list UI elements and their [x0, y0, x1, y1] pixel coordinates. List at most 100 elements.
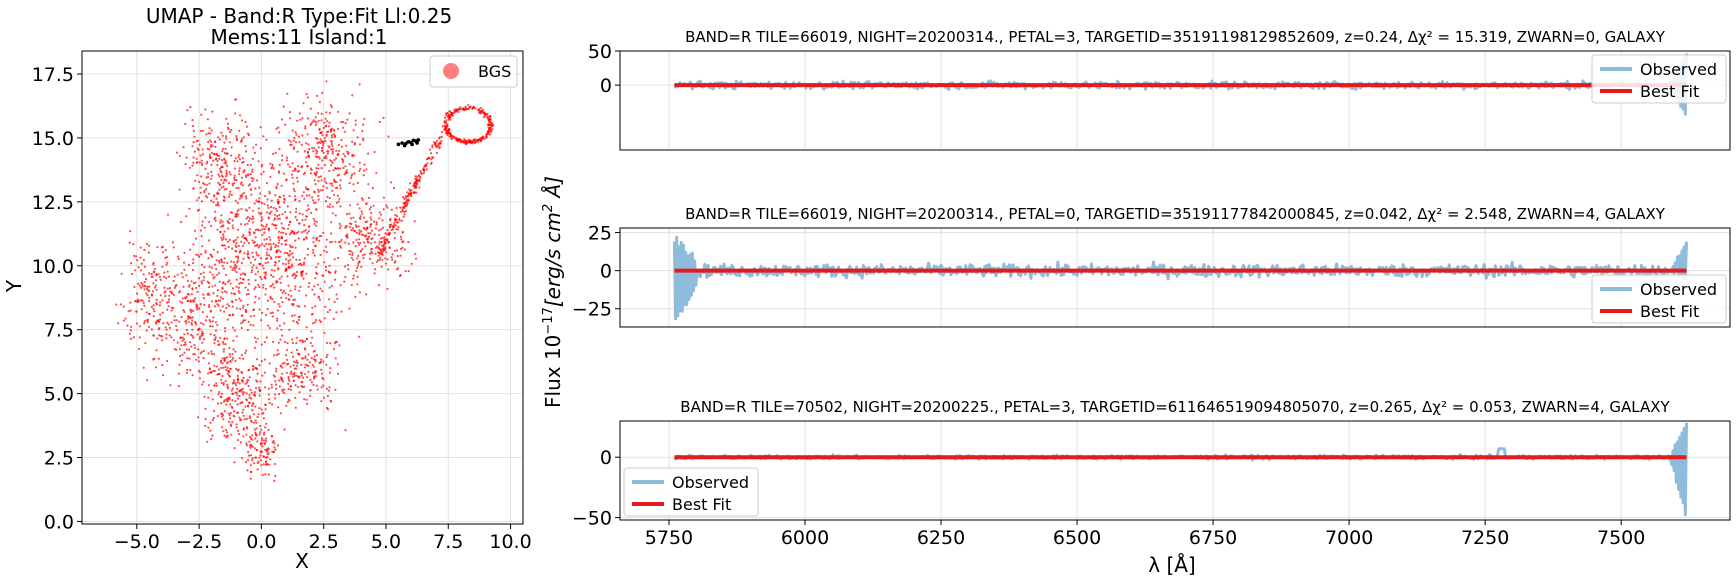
- umap-point: [210, 352, 213, 356]
- umap-point: [186, 357, 189, 360]
- umap-point: [208, 192, 211, 195]
- umap-point: [226, 152, 229, 155]
- umap-point: [152, 282, 155, 285]
- umap-point: [435, 139, 438, 143]
- umap-point: [268, 326, 271, 330]
- umap-point: [198, 180, 201, 183]
- umap-point: [172, 339, 176, 342]
- umap-point: [181, 336, 184, 339]
- umap-point: [219, 309, 222, 312]
- umap-point: [139, 256, 142, 259]
- umap-point: [311, 344, 314, 348]
- umap-point: [262, 225, 265, 228]
- umap-point: [308, 225, 311, 228]
- umap-point: [157, 273, 160, 276]
- umap-point: [240, 389, 243, 392]
- umap-point: [293, 367, 296, 370]
- umap-point: [145, 311, 148, 314]
- umap-point: [365, 202, 368, 205]
- umap-point: [218, 154, 221, 157]
- umap-point: [283, 428, 286, 431]
- umap-point: [236, 259, 240, 262]
- umap-point: [359, 249, 362, 253]
- umap-point: [176, 273, 179, 276]
- umap-point: [276, 309, 279, 312]
- umap-point: [293, 232, 296, 235]
- umap-point: [168, 334, 171, 337]
- umap-point: [206, 160, 209, 163]
- umap-point: [297, 263, 300, 266]
- umap-point: [396, 267, 400, 270]
- umap-point: [293, 272, 296, 275]
- umap-point: [291, 373, 294, 376]
- umap-point: [202, 380, 205, 383]
- umap-point: [307, 208, 310, 211]
- umap-point: [138, 284, 141, 287]
- umap-point: [240, 119, 244, 122]
- umap-point: [435, 151, 438, 154]
- umap-point: [207, 396, 210, 399]
- shared-y-axis-label: Flux 10−17[erg/s cm2 Å]: [541, 176, 565, 408]
- umap-point: [210, 177, 213, 180]
- spectrum-y-tick-label: 0: [600, 447, 612, 469]
- umap-point: [268, 236, 271, 239]
- umap-point: [258, 262, 261, 265]
- umap-point: [204, 251, 207, 254]
- umap-point: [394, 213, 397, 217]
- umap-point: [161, 299, 164, 302]
- umap-point: [336, 297, 339, 300]
- umap-point: [210, 174, 213, 177]
- umap-point: [264, 273, 267, 276]
- umap-point: [362, 216, 365, 219]
- umap-point: [298, 391, 301, 394]
- umap-point: [227, 374, 231, 377]
- umap-point: [148, 272, 151, 275]
- umap-point: [390, 208, 393, 211]
- umap-point: [242, 435, 245, 438]
- umap-point: [338, 344, 341, 347]
- umap-point: [303, 257, 306, 260]
- umap-point: [249, 323, 252, 326]
- umap-point: [260, 408, 263, 411]
- umap-point: [320, 386, 323, 389]
- umap-point: [263, 231, 266, 234]
- umap-point: [222, 237, 225, 240]
- umap-point: [251, 402, 254, 405]
- umap-point: [218, 138, 221, 141]
- umap-point: [358, 143, 362, 146]
- umap-point: [221, 297, 225, 300]
- spectrum-x-tick-label: 6500: [1053, 527, 1101, 549]
- umap-point: [159, 313, 162, 316]
- umap-point: [363, 117, 366, 120]
- umap-point: [356, 181, 359, 185]
- umap-point: [182, 146, 185, 149]
- umap-point: [272, 206, 275, 209]
- spectrum-title: BAND=R TILE=66019, NIGHT=20200314., PETA…: [685, 205, 1666, 223]
- umap-point: [359, 241, 362, 244]
- umap-point: [240, 353, 243, 357]
- umap-point: [251, 445, 254, 448]
- umap-point: [206, 280, 209, 283]
- umap-point: [203, 276, 206, 279]
- umap-point: [355, 231, 358, 234]
- umap-point: [294, 198, 297, 201]
- umap-point: [270, 284, 273, 287]
- umap-point: [228, 396, 231, 399]
- umap-point: [240, 262, 243, 265]
- umap-point: [316, 388, 319, 391]
- umap-point: [344, 241, 347, 244]
- umap-point: [241, 244, 244, 248]
- umap-point: [252, 217, 255, 220]
- umap-point: [245, 417, 248, 421]
- umap-point: [216, 154, 219, 157]
- umap-point: [209, 320, 212, 323]
- umap-point: [251, 179, 254, 183]
- umap-point: [241, 272, 244, 275]
- umap-point: [154, 366, 158, 369]
- umap-point: [235, 271, 238, 274]
- umap-point: [319, 142, 322, 145]
- umap-point: [271, 298, 274, 301]
- umap-point: [210, 199, 213, 202]
- umap-point: [192, 336, 195, 339]
- umap-x-tick-label: −2.5: [176, 531, 222, 553]
